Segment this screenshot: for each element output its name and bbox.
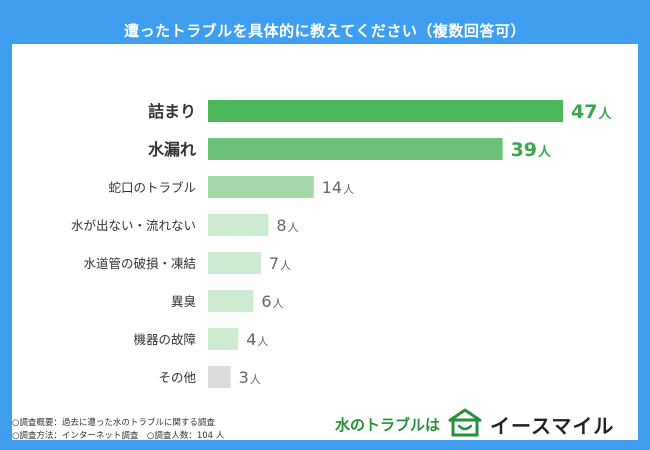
- chart-title: 遭ったトラブルを具体的に教えてください（複数回答可）: [124, 21, 526, 40]
- house-smile-icon: [446, 407, 484, 441]
- value-label: 39人: [511, 139, 552, 161]
- bar: [208, 214, 269, 236]
- panel-wave-edge: [12, 45, 638, 66]
- bar: [208, 328, 239, 350]
- bar: [208, 100, 563, 122]
- brand-name: イースマイル: [490, 413, 615, 438]
- value-label: 7人: [269, 254, 291, 273]
- value-label: 6人: [261, 292, 283, 311]
- value-label: 47人: [571, 101, 612, 123]
- brand-tagline: 水のトラブルは: [335, 415, 441, 434]
- category-label: 異臭: [171, 294, 196, 309]
- bar: [208, 290, 254, 312]
- survey-overview-note: ○調査概要：過去に遭った水のトラブルに関する調査: [12, 418, 215, 428]
- category-label: 蛇口のトラブル: [108, 180, 196, 195]
- category-label: 水が出ない・流れない: [71, 218, 196, 233]
- category-label: 水道管の破損・凍結: [83, 256, 196, 271]
- category-label: 詰まり: [148, 102, 196, 121]
- value-label: 4人: [246, 330, 268, 349]
- bar: [208, 252, 261, 274]
- value-label: 8人: [276, 216, 298, 235]
- bar: [208, 176, 314, 198]
- category-label: 水漏れ: [148, 140, 196, 159]
- bar: [208, 138, 503, 160]
- value-label: 14人: [322, 178, 354, 197]
- value-label: 3人: [239, 368, 261, 387]
- category-label: その他: [158, 370, 196, 385]
- survey-method-note: ○調査方法：インターネット調査 ○調査人数：104 人: [12, 431, 225, 441]
- category-label: 機器の故障: [133, 332, 196, 347]
- bar: [208, 366, 231, 388]
- brand-banner: 水のトラブルは イースマイル: [335, 404, 635, 444]
